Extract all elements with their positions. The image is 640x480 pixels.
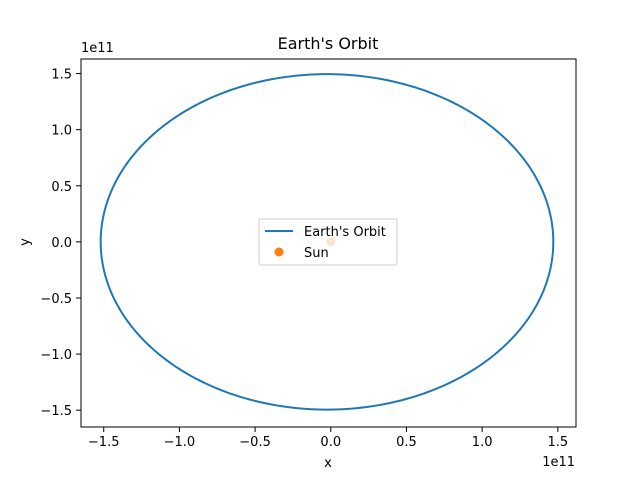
y-tick-label: −1.5	[40, 404, 72, 419]
series-line-0	[99, 73, 555, 411]
y-tick-label: 0.5	[51, 180, 72, 195]
legend-label-sun: Sun	[304, 246, 329, 261]
legend: Earth's Orbit Sun	[258, 218, 398, 266]
x-tick-label: −1.0	[164, 435, 196, 450]
chart-title: Earth's Orbit	[278, 34, 379, 53]
x-tick-label: 0.5	[396, 435, 417, 450]
y-axis-label: y	[18, 238, 33, 246]
legend-box	[258, 218, 398, 266]
legend-dot-marker	[274, 247, 284, 257]
x-tick-label: 0.0	[320, 435, 341, 450]
y-tick-label: −1.0	[40, 348, 72, 363]
y-tick-label: 1.5	[51, 68, 72, 83]
y-tick-label: 0.0	[51, 236, 72, 251]
y-tick-label: 1.0	[51, 124, 72, 139]
axes-frame	[80, 58, 577, 428]
x-axis-label: x	[324, 456, 332, 471]
x-tick-label: −1.5	[88, 435, 120, 450]
y-offset-label: 1e11	[81, 41, 114, 56]
legend-label-orbit: Earth's Orbit	[304, 225, 386, 240]
y-tick-label: −0.5	[40, 292, 72, 307]
x-tick-label: 1.5	[547, 435, 568, 450]
x-offset-label: 1e11	[542, 455, 575, 470]
x-tick-label: −0.5	[239, 435, 271, 450]
x-tick-label: 1.0	[472, 435, 493, 450]
axes-ticks: −1.5 −1.0 −0.5 0.0 0.5 1.0 1.5 −1.5 −1.0 −0.5 0.0 0…	[40, 58, 577, 450]
